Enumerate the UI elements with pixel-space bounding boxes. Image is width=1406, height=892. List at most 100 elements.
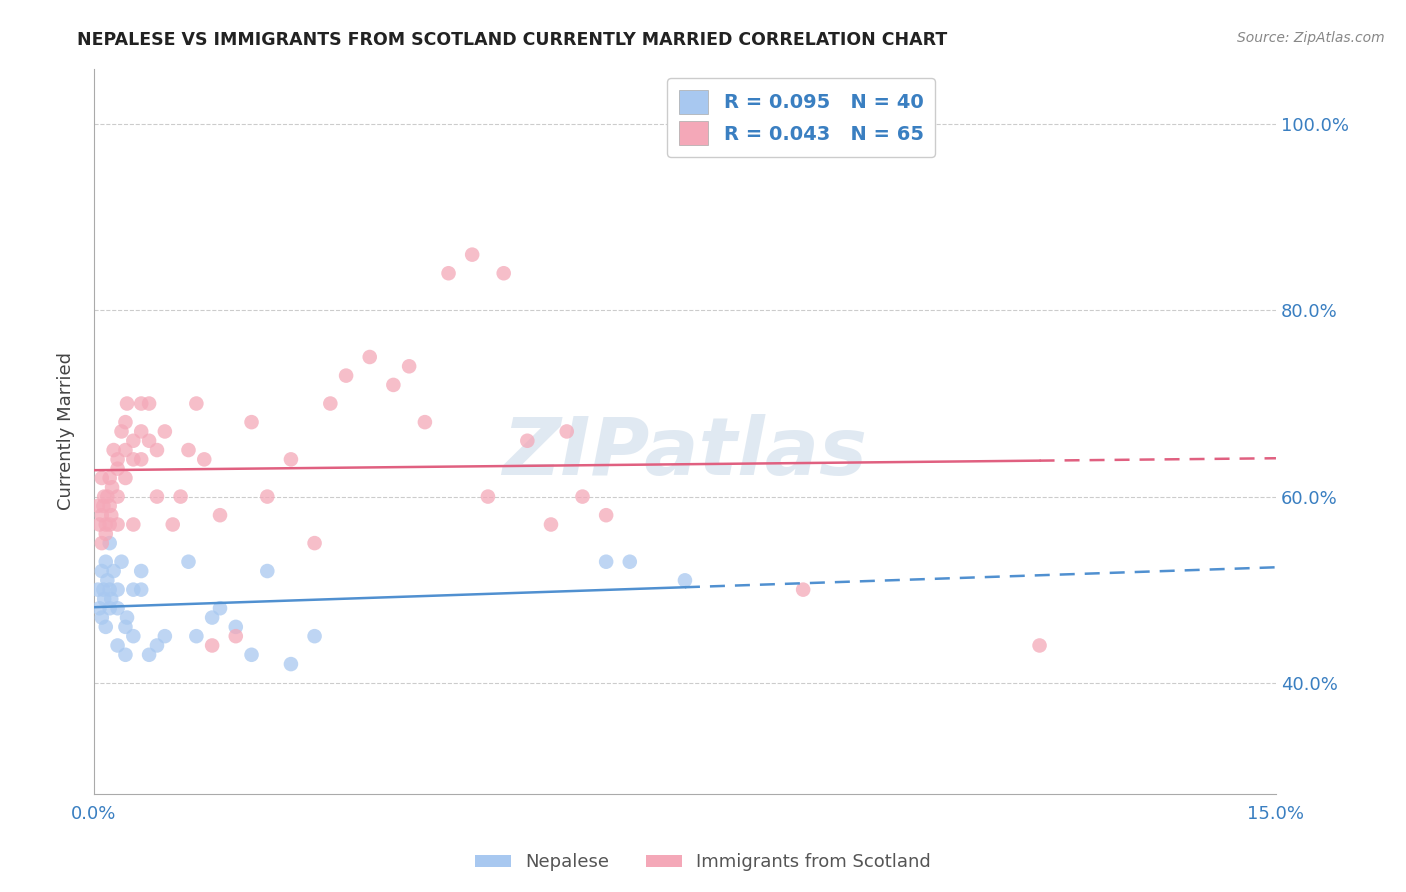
Point [93, 591, 115, 606]
Point [413, 415, 436, 429]
Point [792, 582, 814, 597]
Point [89, 601, 111, 615]
Point [90, 508, 112, 523]
Point [93, 490, 115, 504]
Point [122, 517, 145, 532]
Point [335, 368, 357, 383]
Point [93, 582, 115, 597]
Point [193, 452, 215, 467]
Point [122, 629, 145, 643]
Point [90, 564, 112, 578]
Point [122, 434, 145, 448]
Point [107, 461, 129, 475]
Point [595, 555, 617, 569]
Point [129, 425, 152, 439]
Point [87, 499, 110, 513]
Point [146, 490, 169, 504]
Point [673, 574, 696, 588]
Point [240, 648, 263, 662]
Point [93, 499, 115, 513]
Point [114, 648, 136, 662]
Point [96, 490, 118, 504]
Point [201, 639, 224, 653]
Point [98, 517, 121, 532]
Point [103, 564, 125, 578]
Point [225, 620, 247, 634]
Point [437, 266, 460, 280]
Point [94, 517, 117, 532]
Point [146, 443, 169, 458]
Point [114, 471, 136, 485]
Point [177, 443, 200, 458]
Point [107, 452, 129, 467]
Point [129, 452, 152, 467]
Point [100, 591, 122, 606]
Point [94, 620, 117, 634]
Point [98, 471, 121, 485]
Point [186, 629, 208, 643]
Point [619, 555, 641, 569]
Point [107, 639, 129, 653]
Point [114, 443, 136, 458]
Legend: Nepalese, Immigrants from Scotland: Nepalese, Immigrants from Scotland [468, 847, 938, 879]
Point [103, 443, 125, 458]
Point [540, 517, 562, 532]
Point [398, 359, 420, 374]
Point [280, 452, 302, 467]
Point [107, 582, 129, 597]
Point [94, 526, 117, 541]
Point [87, 582, 110, 597]
Point [162, 517, 184, 532]
Point [225, 629, 247, 643]
Point [304, 629, 326, 643]
Text: Source: ZipAtlas.com: Source: ZipAtlas.com [1237, 31, 1385, 45]
Point [169, 490, 191, 504]
Legend: R = 0.095   N = 40, R = 0.043   N = 65: R = 0.095 N = 40, R = 0.043 N = 65 [668, 78, 935, 157]
Point [94, 555, 117, 569]
Point [138, 434, 160, 448]
Point [477, 490, 499, 504]
Point [115, 610, 138, 624]
Point [208, 508, 231, 523]
Point [115, 396, 138, 410]
Point [89, 517, 111, 532]
Point [461, 247, 484, 261]
Point [319, 396, 342, 410]
Point [110, 425, 132, 439]
Point [1028, 639, 1050, 653]
Point [256, 490, 278, 504]
Point [107, 490, 129, 504]
Point [516, 434, 538, 448]
Point [571, 490, 593, 504]
Point [90, 536, 112, 550]
Point [280, 657, 302, 671]
Point [146, 639, 169, 653]
Point [90, 471, 112, 485]
Point [555, 425, 578, 439]
Point [98, 536, 121, 550]
Point [101, 480, 124, 494]
Point [114, 620, 136, 634]
Point [240, 415, 263, 429]
Text: ZIPatlas: ZIPatlas [502, 414, 868, 492]
Point [98, 601, 121, 615]
Point [492, 266, 515, 280]
Point [122, 582, 145, 597]
Point [186, 396, 208, 410]
Point [107, 517, 129, 532]
Point [107, 601, 129, 615]
Point [96, 574, 118, 588]
Point [98, 582, 121, 597]
Point [153, 629, 176, 643]
Point [129, 396, 152, 410]
Point [208, 601, 231, 615]
Point [153, 425, 176, 439]
Point [256, 564, 278, 578]
Point [122, 452, 145, 467]
Y-axis label: Currently Married: Currently Married [58, 352, 75, 510]
Point [138, 648, 160, 662]
Point [359, 350, 381, 364]
Point [90, 610, 112, 624]
Point [138, 396, 160, 410]
Point [129, 564, 152, 578]
